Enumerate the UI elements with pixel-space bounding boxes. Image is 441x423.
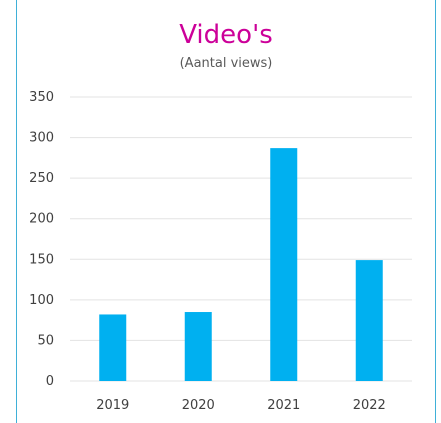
x-tick-label: 2020	[182, 398, 215, 413]
chart-title: Video's	[179, 20, 273, 50]
x-tick-label: 2021	[267, 398, 300, 413]
y-tick-label: 100	[29, 293, 54, 308]
y-tick-label: 250	[29, 171, 54, 186]
bar	[270, 148, 298, 381]
bar	[184, 312, 212, 381]
bar	[99, 314, 127, 381]
x-tick-label: 2019	[96, 398, 129, 413]
x-tick-label: 2022	[353, 398, 386, 413]
y-tick-label: 300	[29, 131, 54, 146]
y-tick-label: 0	[46, 374, 54, 389]
bar	[355, 260, 383, 381]
y-tick-label: 350	[29, 90, 54, 105]
y-tick-label: 150	[29, 252, 54, 267]
y-tick-label: 200	[29, 212, 54, 227]
chart-subtitle: (Aantal views)	[179, 56, 273, 71]
y-tick-label: 50	[37, 333, 54, 348]
chart-frame	[16, 0, 436, 423]
